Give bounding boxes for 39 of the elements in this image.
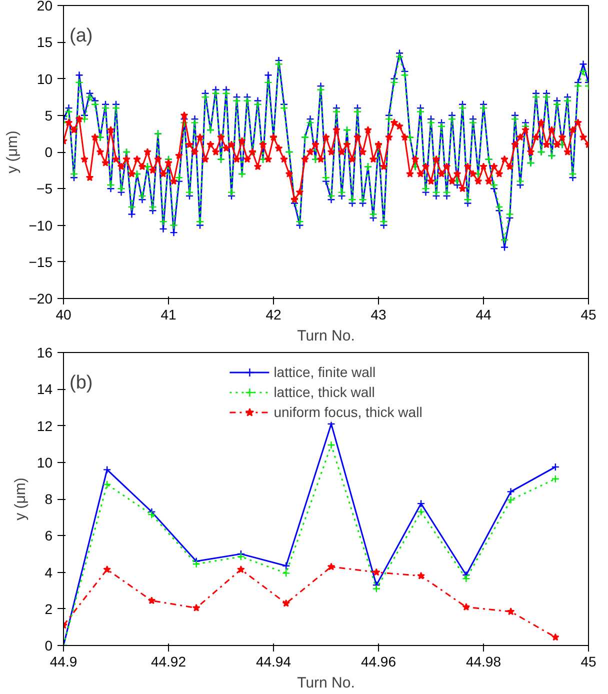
y-tick-label: 2 — [44, 600, 53, 617]
y-tick-label: 6 — [44, 528, 53, 544]
x-tick-label: 40 — [56, 306, 72, 322]
legend-label: uniform focus, thick wall — [274, 404, 422, 420]
x-tick-label: 44.9 — [50, 654, 78, 670]
y-tick-label: 8 — [44, 491, 53, 507]
x-tick-label: 45 — [580, 654, 596, 670]
annotation: (b) — [70, 372, 93, 394]
x-axis-title: Turn No. — [297, 328, 355, 344]
x-tick-label: 44 — [476, 306, 492, 322]
y-tick-label: 10 — [36, 70, 53, 87]
x-tick-label: 42 — [266, 306, 282, 322]
x-tick-label: 43 — [370, 306, 386, 322]
y-tick-label: 16 — [36, 344, 53, 360]
y-tick-label: −15 — [28, 254, 53, 270]
y-tick-label: −20 — [28, 290, 53, 306]
legend-label: lattice, finite wall — [274, 364, 376, 380]
y-tick-label: 14 — [36, 381, 53, 398]
x-tick-label: 44.96 — [360, 654, 396, 670]
y-tick-label: 15 — [36, 34, 53, 50]
annotation: (a) — [70, 26, 93, 46]
y-tick-label: 10 — [36, 454, 53, 470]
y-tick-label: 4 — [44, 564, 53, 580]
y-tick-label: 5 — [44, 107, 53, 124]
y-tick-label: 12 — [36, 418, 53, 434]
y-axis-title: y (μm) — [12, 478, 29, 520]
x-tick-label: 44.92 — [150, 654, 186, 670]
y-tick-label: 20 — [36, 0, 53, 14]
x-tick-label: 45 — [580, 306, 596, 322]
y-tick-label: −5 — [36, 180, 53, 197]
y-tick-label: −10 — [28, 217, 53, 234]
y-tick-label: 0 — [44, 638, 53, 654]
legend-label: lattice, thick wall — [274, 384, 375, 400]
x-axis-title: Turn No. — [297, 674, 355, 692]
x-tick-label: 44.94 — [256, 654, 292, 670]
y-tick-label: 0 — [44, 144, 53, 160]
x-tick-label: 44.98 — [466, 654, 502, 670]
y-axis-title: y (μm) — [4, 130, 21, 174]
x-tick-label: 41 — [160, 306, 176, 322]
